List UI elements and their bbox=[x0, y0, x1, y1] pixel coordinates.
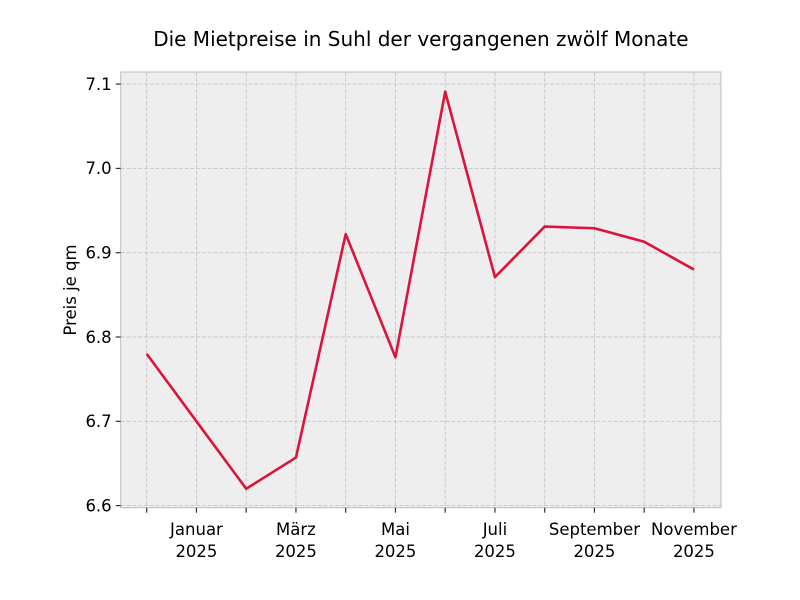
x-tick-label-year: 2025 bbox=[275, 542, 317, 561]
x-tick-label-month: Januar bbox=[169, 520, 223, 539]
x-tick-label-year: 2025 bbox=[573, 542, 615, 561]
plot-border bbox=[120, 71, 722, 509]
x-tick-label-year: 2025 bbox=[374, 542, 416, 561]
y-tick-label: 6.7 bbox=[85, 412, 111, 431]
x-tick-label-year: 2025 bbox=[175, 542, 217, 561]
x-tick-label-month: November bbox=[651, 520, 737, 539]
y-tick-label: 6.9 bbox=[85, 244, 111, 263]
x-tick-label-year: 2025 bbox=[474, 542, 516, 561]
x-tick-label-month: März bbox=[276, 520, 316, 539]
x-tick-labels: Januar 2025 März 2025 Mai 2025 Juli 2025 Septemb… bbox=[169, 520, 737, 561]
plot-area bbox=[120, 72, 721, 508]
y-tick-labels: 6.6 6.7 6.8 6.9 7.0 7.1 bbox=[85, 75, 111, 516]
price-line-series bbox=[145, 90, 695, 491]
chart-title: Die Mietpreise in Suhl der vergangenen z… bbox=[153, 27, 688, 51]
horizontal-gridlines bbox=[120, 83, 721, 507]
y-tick-label: 6.6 bbox=[85, 496, 111, 515]
y-axis-ticks bbox=[115, 83, 121, 507]
x-tick-label-month: September bbox=[549, 520, 640, 539]
vertical-gridlines bbox=[146, 72, 695, 508]
x-axis-ticks bbox=[146, 507, 695, 513]
x-tick-label-month: Juli bbox=[482, 520, 508, 539]
x-tick-label-year: 2025 bbox=[673, 542, 715, 561]
x-tick-label-month: Mai bbox=[381, 520, 410, 539]
y-tick-label: 6.8 bbox=[85, 328, 111, 347]
y-tick-label: 7.0 bbox=[85, 159, 111, 178]
y-tick-label: 7.1 bbox=[85, 75, 111, 94]
y-axis-label: Preis je qm bbox=[61, 244, 80, 335]
